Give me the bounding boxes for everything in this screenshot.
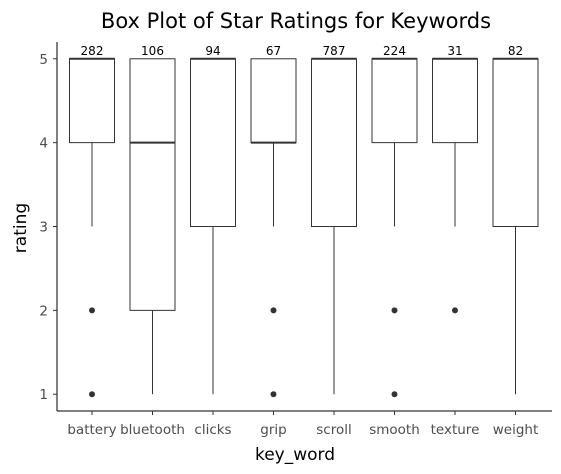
box-iqr [129, 58, 176, 311]
count-label: 224 [383, 44, 406, 58]
box-clicks: 94 [190, 44, 236, 395]
count-label: 67 [266, 44, 281, 58]
x-tick-label: weight [493, 422, 539, 438]
x-tick-label: texture [431, 422, 480, 438]
box-iqr [432, 58, 478, 144]
box-battery: 282 [69, 44, 115, 398]
outlier-point [89, 391, 95, 398]
outlier-point [89, 307, 95, 314]
y-axis-ticks: 1 2 3 4 5 [39, 52, 57, 403]
x-tick-label: bluetooth [120, 422, 185, 438]
count-label: 31 [447, 44, 462, 58]
box-iqr [371, 58, 418, 144]
box-texture: 31 [432, 44, 478, 314]
y-tick-label: 2 [39, 303, 48, 319]
x-tick-label: battery [67, 422, 116, 438]
y-tick-label: 5 [39, 52, 48, 68]
x-tick-label: clicks [194, 422, 231, 438]
y-tick-label: 4 [39, 136, 48, 152]
count-label: 94 [205, 44, 220, 58]
outlier-point [270, 307, 277, 314]
count-label: 82 [508, 44, 523, 58]
box-grip: 67 [250, 44, 297, 398]
outlier-point [452, 307, 458, 314]
outlier-point [391, 391, 398, 398]
box-weight: 82 [492, 44, 539, 395]
chart-title: Box Plot of Star Ratings for Keywords [101, 9, 491, 33]
y-tick-label: 1 [39, 387, 48, 403]
y-axis-label: rating [11, 203, 31, 253]
x-tick-label: smooth [369, 422, 420, 438]
x-axis-label: key_word [255, 445, 335, 465]
box-iqr [492, 58, 539, 228]
box-bluetooth: 106 [129, 44, 176, 395]
x-axis-ticks: battery bluetooth clicks grip scroll smooth te… [67, 411, 538, 438]
plot-area: 282 106 94 67 787 224 31 82 [69, 44, 539, 398]
box-iqr [311, 58, 357, 228]
box-iqr [69, 58, 115, 144]
box-scroll: 787 [311, 44, 357, 395]
count-label: 106 [141, 44, 164, 58]
outlier-point [270, 391, 277, 398]
count-label: 282 [81, 44, 104, 58]
box-iqr [250, 58, 297, 144]
box-smooth: 224 [371, 44, 418, 398]
x-tick-label: grip [260, 422, 286, 438]
count-label: 787 [323, 44, 346, 58]
box-iqr [190, 58, 236, 228]
outlier-point [391, 307, 398, 314]
x-tick-label: scroll [316, 422, 351, 438]
y-tick-label: 3 [39, 220, 48, 236]
